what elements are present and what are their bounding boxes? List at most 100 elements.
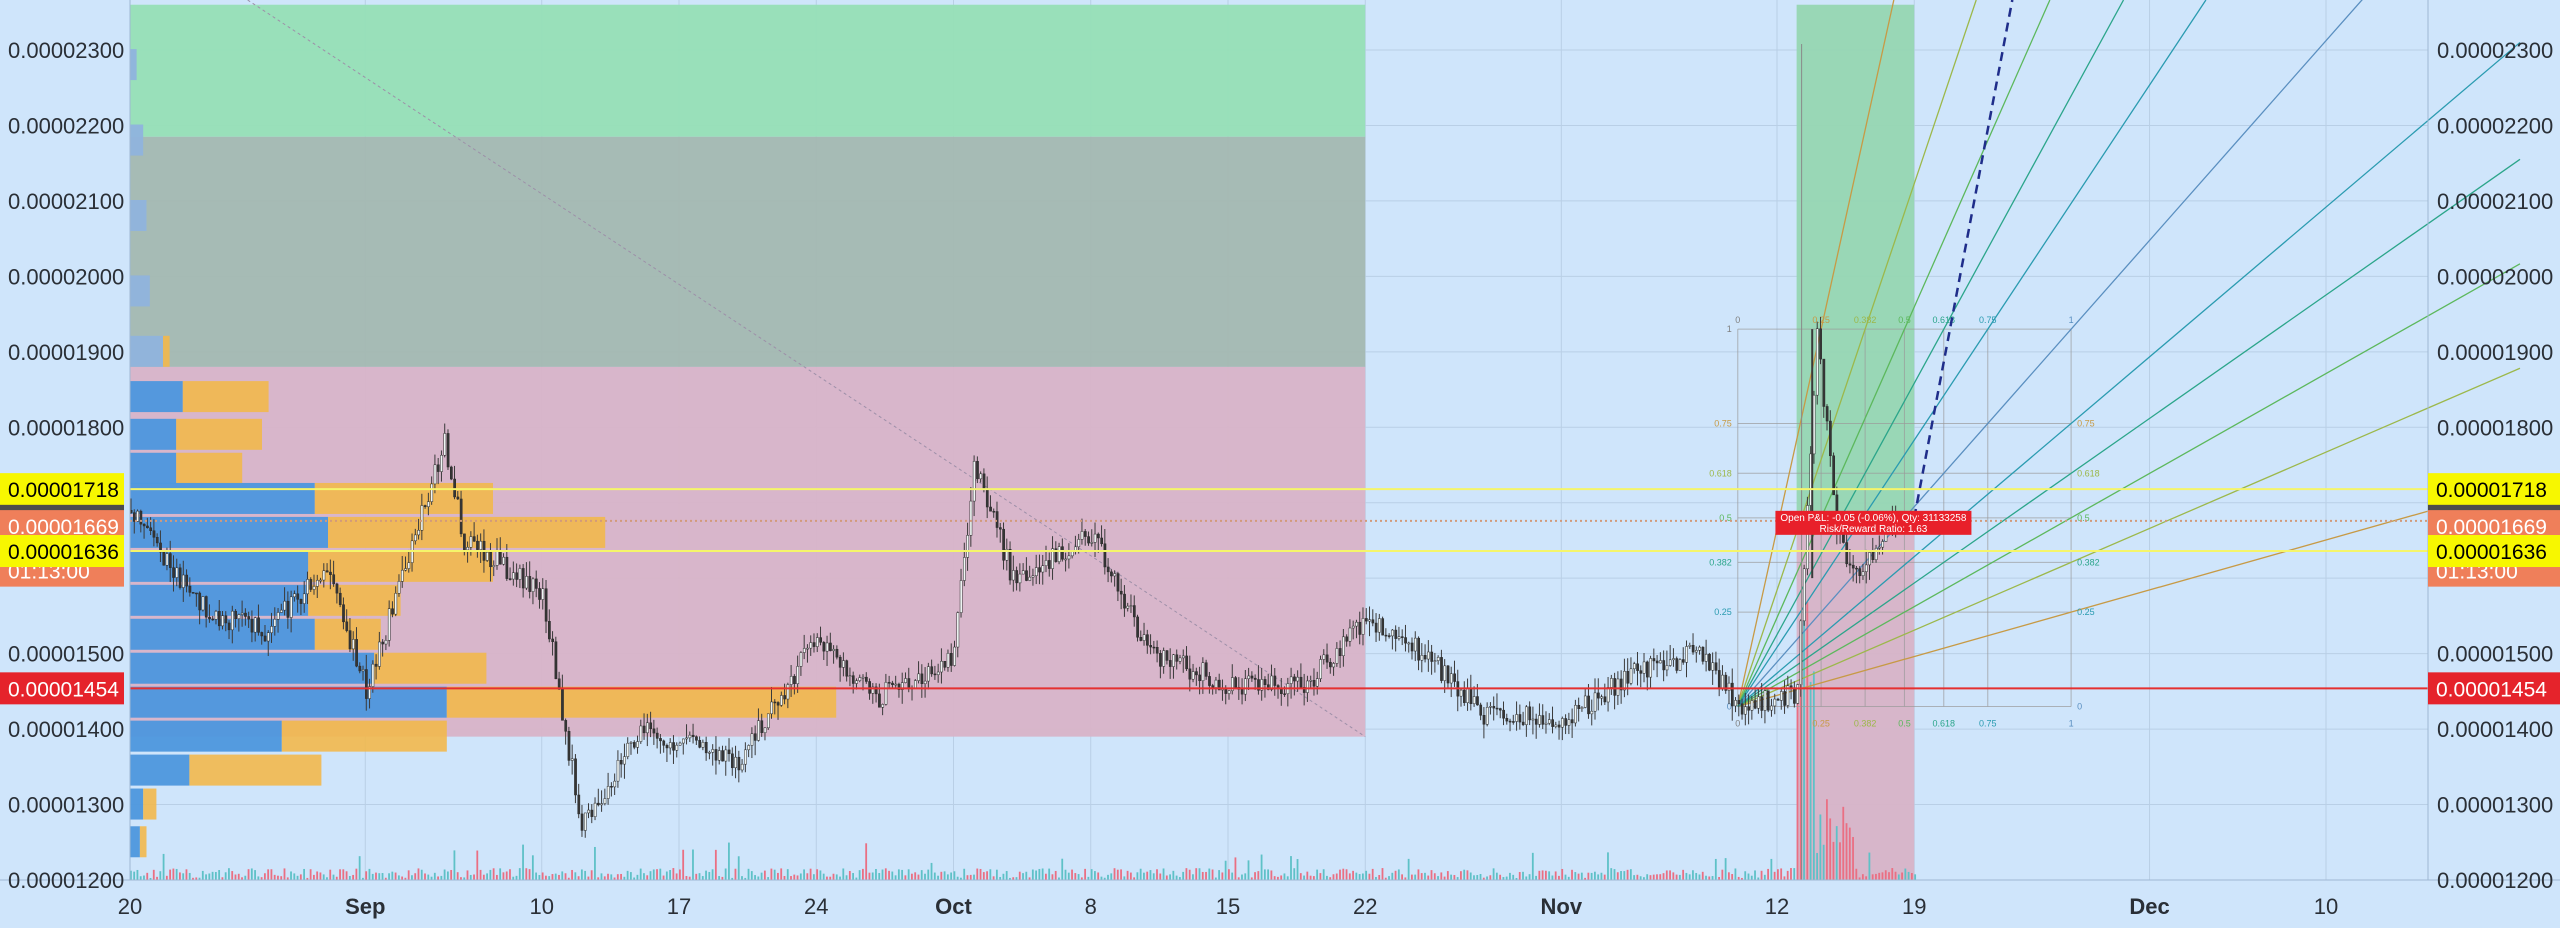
candle-body bbox=[319, 579, 322, 582]
volume-bar bbox=[518, 868, 521, 880]
horizontal-levels[interactable] bbox=[130, 488, 2428, 690]
volume-bar bbox=[486, 873, 488, 880]
candle-body bbox=[577, 794, 581, 815]
volume-bar bbox=[1790, 868, 1792, 880]
profile-down-bar bbox=[176, 418, 262, 450]
volume-bar bbox=[165, 875, 168, 880]
candle-body bbox=[819, 637, 822, 643]
volume-bar bbox=[966, 875, 969, 880]
candle-body bbox=[1250, 675, 1254, 679]
candle-body bbox=[1825, 406, 1829, 422]
volume-bar bbox=[1522, 871, 1524, 880]
candle-body bbox=[786, 684, 790, 700]
fib-left-label: 0.75 bbox=[1714, 419, 1732, 429]
fib-right-label: 0 bbox=[2077, 701, 2082, 711]
candle-body bbox=[165, 553, 169, 566]
candle-body bbox=[959, 580, 963, 613]
volume-bar bbox=[770, 868, 773, 880]
volume-bar bbox=[829, 876, 832, 880]
volume-bar bbox=[1460, 871, 1462, 880]
candle-body bbox=[283, 600, 287, 611]
volume-bar bbox=[809, 868, 812, 880]
candle-body bbox=[1701, 646, 1705, 662]
volume-bar bbox=[1652, 874, 1655, 880]
fib-fan-ray bbox=[1737, 367, 2521, 708]
profile-up-bar bbox=[130, 200, 147, 231]
candle-body bbox=[227, 622, 231, 631]
volume-bar bbox=[1626, 869, 1629, 880]
price-badges: 0.000017180.000017180.000016760.00001676… bbox=[0, 473, 2560, 705]
volume-bar bbox=[1865, 876, 1868, 880]
candle-body bbox=[1329, 661, 1332, 668]
candle-body bbox=[724, 749, 728, 762]
candle-body bbox=[1064, 558, 1068, 561]
volume-bar bbox=[665, 871, 668, 880]
candle-body bbox=[1570, 719, 1574, 724]
candle-body bbox=[858, 677, 862, 681]
candle-body bbox=[1747, 706, 1751, 711]
volume-bar bbox=[152, 869, 155, 880]
fib-bottom-label: 0.75 bbox=[1979, 718, 1997, 728]
volume-bar bbox=[283, 868, 286, 880]
x-tick-label: Oct bbox=[935, 894, 972, 919]
candle-body bbox=[338, 592, 342, 605]
volume-bar bbox=[1231, 872, 1234, 880]
position-label[interactable]: Open P&L: -0.05 (-0.06%), Qty: 31133258R… bbox=[1775, 510, 1972, 535]
candle-body bbox=[365, 669, 368, 699]
candle-body bbox=[717, 750, 721, 761]
candle-body bbox=[1698, 646, 1702, 651]
candle-body bbox=[1492, 706, 1496, 709]
volume-bar bbox=[1708, 876, 1711, 880]
volume-bar bbox=[1156, 869, 1158, 880]
y-tick-label-left: 0.00002300 bbox=[8, 38, 124, 63]
candle-body bbox=[593, 802, 597, 817]
candle-body bbox=[1832, 455, 1836, 496]
volume-bar bbox=[1080, 877, 1083, 880]
candle-body bbox=[476, 540, 479, 550]
candle-body bbox=[1025, 570, 1028, 581]
bottom-axis-area bbox=[0, 880, 2560, 928]
volume-bar bbox=[1665, 870, 1668, 880]
diagonal-trend-line bbox=[247, 0, 1366, 738]
volume-bar bbox=[371, 873, 374, 880]
volume-bar bbox=[1597, 874, 1600, 880]
candle-body bbox=[1162, 650, 1166, 667]
x-tick-label: 24 bbox=[804, 894, 828, 919]
candle-body bbox=[548, 621, 551, 640]
candle-body bbox=[1070, 551, 1074, 557]
candle-body bbox=[1515, 714, 1519, 722]
volume-bar bbox=[1806, 601, 1809, 880]
volume-bar bbox=[881, 869, 884, 880]
volume-bar bbox=[1286, 876, 1289, 880]
candle-body bbox=[244, 612, 247, 617]
volume-bar bbox=[701, 876, 704, 880]
candle-body bbox=[701, 742, 705, 748]
volume-bar bbox=[515, 875, 518, 880]
volume-bar bbox=[290, 871, 292, 880]
volume-bar bbox=[221, 877, 224, 880]
volume-bar bbox=[1541, 870, 1544, 880]
candle-body bbox=[1299, 676, 1303, 688]
candle-body bbox=[436, 464, 440, 472]
volume-bar bbox=[812, 874, 815, 880]
candle-body bbox=[1672, 658, 1675, 661]
candle-body bbox=[1270, 675, 1273, 690]
fib-right-label: 0.382 bbox=[2077, 557, 2100, 567]
candle-body bbox=[923, 680, 927, 684]
volume-bar bbox=[1580, 872, 1583, 880]
volume-bar bbox=[309, 869, 312, 880]
volume-bar bbox=[411, 875, 413, 880]
candle-body bbox=[933, 673, 937, 676]
fib-speed-fan[interactable]: 000.250.250.3820.3820.50.50.6180.6180.75… bbox=[1709, 0, 2521, 728]
candle-body bbox=[773, 701, 777, 704]
volume-bar bbox=[1283, 873, 1286, 880]
volume-bar bbox=[1388, 876, 1390, 880]
volume-bar bbox=[1731, 874, 1734, 880]
candle-body bbox=[825, 642, 829, 652]
candle-body bbox=[1548, 719, 1551, 724]
candle-body bbox=[946, 653, 950, 668]
candle-body bbox=[1848, 563, 1852, 566]
volume-bar bbox=[1799, 631, 1802, 880]
candle-body bbox=[1097, 533, 1100, 539]
